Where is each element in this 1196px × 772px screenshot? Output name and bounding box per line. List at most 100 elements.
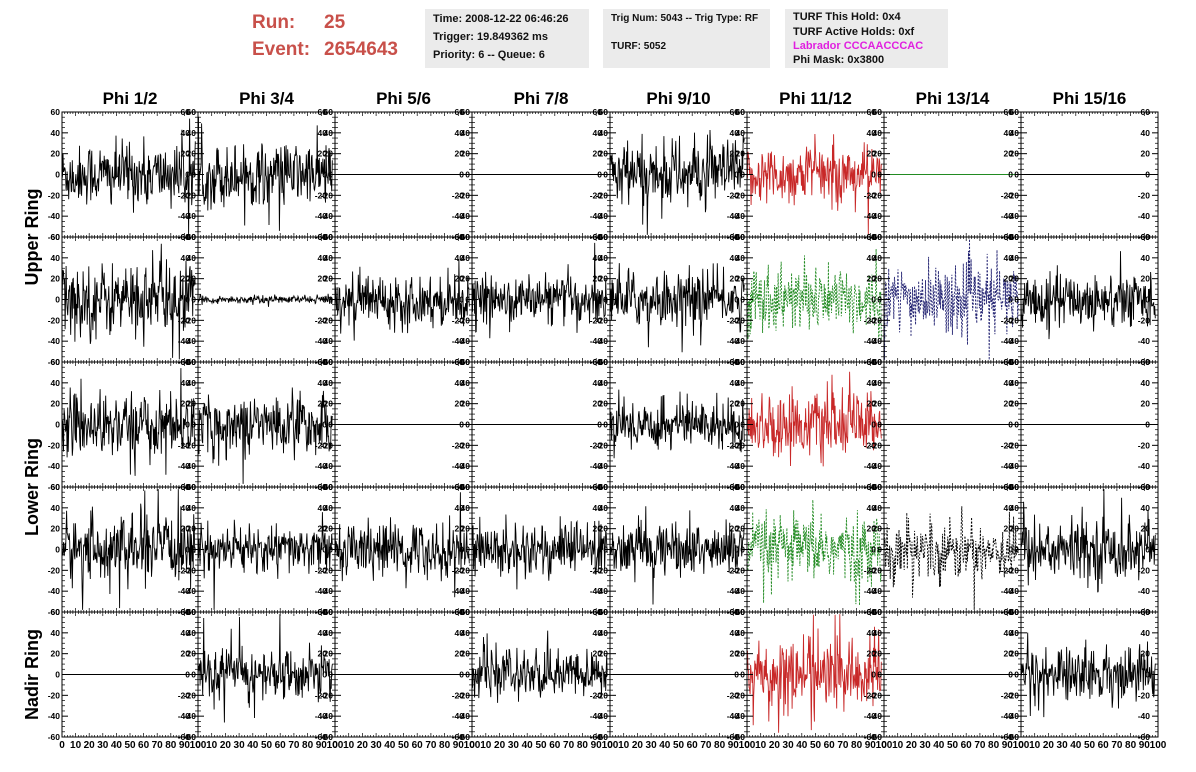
y-tick-label-left: 40: [736, 128, 746, 138]
y-tick-label-right: 20: [593, 274, 603, 284]
y-tick-label-right: 0: [597, 545, 602, 555]
y-tick-label-right: 20: [593, 149, 603, 159]
y-tick-label-left: -20: [596, 440, 609, 450]
y-tick-label-right: 0: [597, 295, 602, 305]
y-tick-label-right: 20: [455, 149, 465, 159]
y-tick-label-left: 0: [603, 545, 608, 555]
y-tick-label-right: -20: [452, 315, 465, 325]
y-tick-label-right: 40: [593, 128, 603, 138]
y-tick-label-left: 0: [55, 170, 60, 180]
y-tick-label-left: 40: [187, 128, 197, 138]
y-tick-label-left: 20: [736, 149, 746, 159]
waveform-trace: [197, 293, 333, 307]
y-tick-label-left: 20: [873, 149, 883, 159]
y-tick-label-left: 20: [873, 274, 883, 284]
y-tick-label-left: 40: [736, 253, 746, 263]
y-tick-label-left: 40: [1010, 378, 1020, 388]
y-tick-label-right: 20: [318, 149, 328, 159]
y-tick-label-left: 40: [324, 253, 334, 263]
y-tick-label-right: 40: [318, 503, 328, 513]
y-tick-label-left: 0: [1014, 420, 1019, 430]
y-tick-label-right: 40: [730, 128, 740, 138]
row-label-1: Upper Ring: [22, 189, 42, 286]
y-tick-label-right: 40: [1141, 378, 1151, 388]
y-tick-label-right: -20: [1138, 315, 1151, 325]
y-tick-label-left: 20: [461, 149, 471, 159]
y-tick-label-left: -40: [184, 586, 197, 596]
y-tick-label-left: -40: [321, 461, 334, 471]
y-tick-label-right: 20: [181, 149, 191, 159]
y-tick-label-right: 0: [1145, 170, 1150, 180]
y-tick-label-right: -20: [864, 440, 877, 450]
y-tick-label-right: 60: [318, 482, 328, 492]
y-tick-label-left: 20: [187, 274, 197, 284]
y-tick-label-right: 0: [322, 545, 327, 555]
y-tick-label-left: -60: [48, 232, 61, 242]
y-tick-label-left: -20: [321, 440, 334, 450]
y-tick-label-right: 60: [1004, 232, 1014, 242]
column-header-1: Phi 1/2: [103, 89, 158, 108]
y-tick-label-left: 20: [873, 399, 883, 409]
y-tick-label-left: 0: [191, 420, 196, 430]
y-tick-label-left: -20: [596, 565, 609, 575]
y-tick-label-left: -20: [596, 315, 609, 325]
y-tick-label-right: 40: [867, 378, 877, 388]
y-tick-label-left: -40: [458, 336, 471, 346]
y-tick-label-right: -40: [1138, 211, 1151, 221]
y-tick-label-right: -40: [864, 586, 877, 596]
y-tick-label-left: 20: [324, 149, 334, 159]
y-tick-label-right: 40: [455, 128, 465, 138]
y-tick-label-right: 40: [181, 253, 191, 263]
y-tick-label-left: -60: [48, 482, 61, 492]
y-tick-label-right: -20: [727, 190, 740, 200]
y-tick-label-left: 0: [191, 295, 196, 305]
y-tick-label-left: 40: [736, 503, 746, 513]
y-tick-label-left: 20: [324, 274, 334, 284]
y-tick-label-left: 0: [465, 420, 470, 430]
y-tick-label-left: -20: [1007, 440, 1020, 450]
y-tick-label-left: 40: [187, 378, 197, 388]
time-info-box: Time: 2008-12-22 06:46:26 Trigger: 19.84…: [425, 9, 589, 68]
y-tick-label-left: 0: [603, 295, 608, 305]
y-tick-label-left: 60: [599, 107, 609, 117]
y-tick-label-left: 40: [461, 503, 471, 513]
y-tick-label-left: 20: [1010, 149, 1020, 159]
y-tick-label-right: 20: [867, 399, 877, 409]
y-tick-label-right: -20: [315, 315, 328, 325]
y-tick-label-right: -20: [178, 440, 191, 450]
y-tick-label-right: 40: [1004, 253, 1014, 263]
y-tick-label-right: 20: [1004, 399, 1014, 409]
waveform-trace: [746, 371, 882, 467]
y-tick-label-left: 0: [191, 170, 196, 180]
y-tick-label-right: 0: [734, 170, 739, 180]
y-tick-label-left: 60: [736, 482, 746, 492]
y-tick-label-left: 60: [736, 357, 746, 367]
column-header-8: Phi 15/16: [1053, 89, 1127, 108]
y-tick-label-left: 20: [461, 524, 471, 534]
y-tick-label-right: 60: [455, 357, 465, 367]
y-tick-label-left: 60: [1010, 357, 1020, 367]
y-tick-label-right: 60: [181, 357, 191, 367]
y-tick-label-right: 40: [318, 253, 328, 263]
y-tick-label-left: 0: [55, 420, 60, 430]
y-tick-label-left: -40: [48, 461, 61, 471]
y-tick-label-left: 60: [873, 107, 883, 117]
y-tick-label-right: 40: [181, 503, 191, 513]
y-tick-label-right: 0: [1145, 295, 1150, 305]
y-tick-label-right: -40: [178, 586, 191, 596]
y-tick-label-right: -20: [590, 190, 603, 200]
y-tick-label-right: -40: [864, 211, 877, 221]
y-tick-label-left: 0: [603, 420, 608, 430]
y-tick-label-right: 0: [459, 170, 464, 180]
y-tick-label-left: -20: [733, 315, 746, 325]
waveform-trace: [883, 239, 1019, 360]
y-tick-label-right: 0: [459, 545, 464, 555]
y-tick-label-left: 0: [328, 295, 333, 305]
y-tick-label-right: -20: [864, 565, 877, 575]
y-tick-label-right: -20: [590, 315, 603, 325]
y-tick-label-right: -40: [727, 461, 740, 471]
y-tick-label-left: 60: [599, 482, 609, 492]
